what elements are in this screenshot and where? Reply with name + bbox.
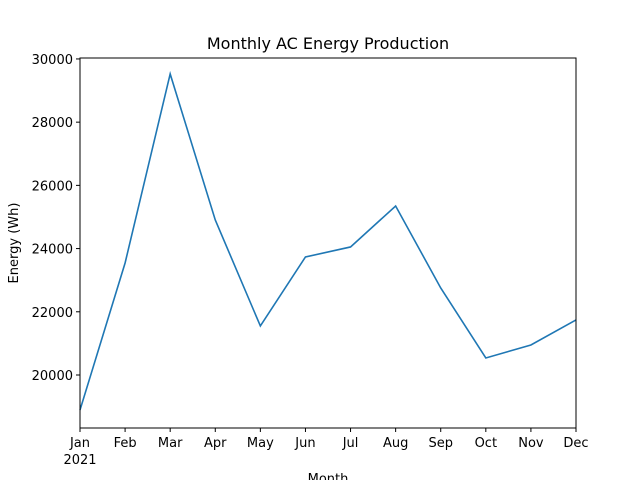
x-tick-label: Apr (204, 436, 227, 451)
y-tick-label: 28000 (32, 116, 73, 131)
x-tick-label: Jul (342, 436, 359, 451)
x-tick-label: Sep (428, 436, 453, 451)
x-tick-label: Mar (158, 436, 183, 451)
y-tick-label: 26000 (32, 179, 73, 194)
y-tick-label: 24000 (32, 243, 73, 258)
x-tick-label: Nov (518, 436, 544, 451)
x-year-label: 2021 (63, 453, 96, 468)
data-line (79, 70, 577, 411)
x-tick-label: May (247, 436, 274, 451)
y-tick-label: 20000 (32, 369, 73, 384)
plot-frame (79, 57, 577, 429)
x-tick-label: Oct (475, 436, 497, 451)
y-axis-label: Energy (Wh) (7, 203, 22, 284)
x-tick-label: Aug (383, 436, 408, 451)
x-tick-label: Dec (563, 436, 588, 451)
y-tick-label: 22000 (32, 306, 73, 321)
x-axis-label: Month (308, 472, 349, 480)
x-tick-label: Feb (114, 436, 137, 451)
x-tick-label: Jan (69, 436, 90, 451)
chart-title: Monthly AC Energy Production (207, 34, 449, 53)
y-tick-label: 30000 (32, 53, 73, 68)
x-tick-label: Jun (294, 436, 315, 451)
